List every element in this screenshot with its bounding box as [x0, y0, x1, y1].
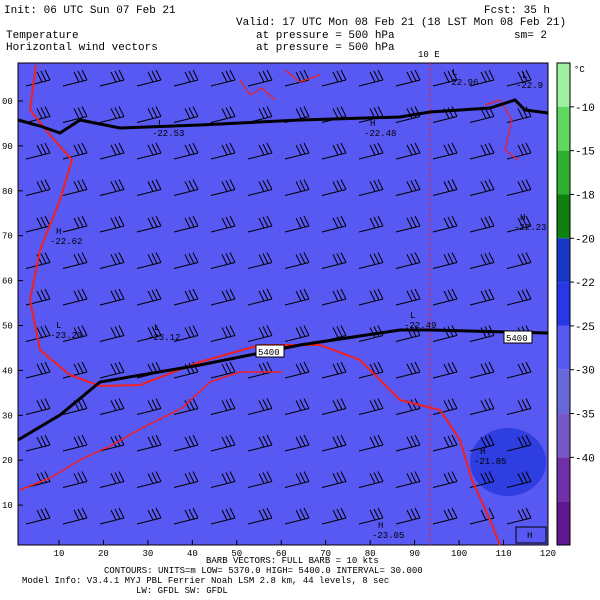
- colorbar-segment: [557, 150, 570, 195]
- extremum-kind: H: [520, 213, 525, 223]
- y-tick-label: 10: [2, 501, 13, 511]
- extremum-value: -22.49: [404, 321, 436, 331]
- extremum-value: -23.12: [148, 333, 180, 343]
- colorbar-label: -18: [575, 190, 595, 202]
- colorbar-label: -30: [575, 366, 595, 378]
- extremum-kind: L: [410, 311, 415, 321]
- colorbar-unit: °C: [574, 65, 585, 75]
- colorbar-segment: [557, 369, 570, 414]
- corner-label: H: [527, 531, 532, 541]
- extremum-value: -22.53: [152, 129, 184, 139]
- extremum-kind: H: [480, 447, 485, 457]
- colorbar-segment: [557, 413, 570, 458]
- forecast-hour: Fcst: 35 h: [484, 5, 550, 17]
- y-tick-label: 70: [2, 232, 13, 242]
- x-tick-label: 70: [320, 549, 331, 559]
- corner-box: [515, 526, 547, 544]
- x-tick-label: 60: [276, 549, 287, 559]
- extremum-kind: L: [452, 68, 457, 78]
- valid-time: Valid: 17 UTC Mon 08 Feb 21 (18 LST Mon …: [236, 17, 566, 29]
- contour-label-box: [255, 344, 285, 358]
- y-tick-label: 80: [2, 187, 13, 197]
- extremum-value: -22.62: [50, 237, 82, 247]
- extremum-kind: H: [370, 119, 375, 129]
- barb-info: BARB VECTORS: FULL BARB = 10 kts: [206, 556, 379, 566]
- y-tick-label: 20: [2, 456, 13, 466]
- x-tick-label: 20: [98, 549, 109, 559]
- colorbar-frame: [556, 62, 571, 546]
- colorbar-segment: [557, 238, 570, 283]
- colorbar-label: -35: [575, 410, 595, 422]
- model-info: Model Info: V3.4.1 MYJ PBL Ferrier Noah …: [22, 576, 389, 586]
- x-tick-label: 30: [142, 549, 153, 559]
- pressure-1: at pressure = 500 hPa: [256, 30, 395, 42]
- coastline: [28, 64, 501, 546]
- x-tick-label: 110: [495, 549, 511, 559]
- plot-area: [17, 62, 549, 546]
- colorbar-label: -20: [575, 234, 595, 246]
- extremum-value: -23.05: [372, 531, 404, 541]
- init-time: Init: 06 UTC Sun 07 Feb 21: [4, 5, 176, 17]
- contour-info: CONTOURS: UNITS=m LOW= 5370.0 HIGH= 5400…: [104, 566, 423, 576]
- colorbar-label: -40: [575, 453, 595, 465]
- map: 10 E L-22.96L-22.9L-22.53H-22.48H-22.62H…: [2, 50, 556, 559]
- extremum-kind: L: [158, 119, 163, 129]
- extremum-kind: H: [378, 521, 383, 531]
- x-tick-label: 100: [451, 549, 467, 559]
- pressure-2: at pressure = 500 hPa: [256, 42, 395, 54]
- radiation-info: LW: GFDL SW: GFDL: [136, 586, 228, 596]
- extremum-kind: L: [154, 323, 159, 333]
- contour-label-box: [503, 330, 533, 344]
- colorbar-segment: [557, 457, 570, 502]
- x-tick-label: 50: [231, 549, 242, 559]
- extremum-value: -22.9: [516, 81, 543, 91]
- smoothing: sm= 2: [514, 30, 547, 42]
- extremum-value: -22.96: [446, 78, 478, 88]
- colorbar-segment: [557, 282, 570, 326]
- contour-label: 5400: [258, 348, 280, 358]
- extremum-value: -22.48: [364, 129, 396, 139]
- x-tick-label: 40: [187, 549, 198, 559]
- contour-label: 5400: [506, 334, 528, 344]
- colorbar-segment: [557, 325, 570, 370]
- x-tick-label: 90: [409, 549, 420, 559]
- height-contour: [17, 98, 549, 135]
- y-tick-label: 60: [2, 277, 13, 287]
- y-tick-label: 90: [2, 142, 13, 152]
- x-tick-label: 10: [54, 549, 65, 559]
- colorbar-segment: [557, 501, 570, 545]
- coastline: [239, 69, 519, 161]
- colorbar-segment: [557, 63, 570, 107]
- coastline: [19, 371, 282, 491]
- barb: [25, 69, 532, 525]
- y-tick-label: 30: [2, 411, 13, 421]
- extremum-value: -21.85: [474, 457, 506, 467]
- height-contour: [17, 328, 549, 442]
- colorbar-label: -25: [575, 322, 595, 334]
- extremum-kind: L: [56, 321, 61, 331]
- colorbar-segment: [557, 194, 570, 239]
- extremum-kind: H: [56, 227, 61, 237]
- colorbar-segment: [557, 106, 570, 151]
- colorbar-label: -10: [575, 103, 595, 115]
- x-tick-label: 120: [540, 549, 556, 559]
- y-tick-label: 00: [2, 97, 13, 107]
- x-tick-label: 80: [365, 549, 376, 559]
- extremum-kind: L: [522, 71, 527, 81]
- extremum-value: -22.23: [514, 223, 546, 233]
- y-tick-label: 40: [2, 366, 13, 376]
- field-2: Horizontal wind vectors: [6, 42, 158, 54]
- extremum-value: -23.23: [50, 331, 82, 341]
- wind-barbs: [25, 69, 532, 525]
- colorbar-label: -15: [575, 147, 595, 159]
- colorbar-label: -22: [575, 278, 595, 290]
- colorbar: °C -10 -15 -18 -20 -22 -25 -30 -35 -40: [556, 62, 595, 546]
- field-1: Temperature: [6, 30, 79, 42]
- y-tick-label: 50: [2, 322, 13, 332]
- meridian-label: 10 E: [418, 50, 440, 60]
